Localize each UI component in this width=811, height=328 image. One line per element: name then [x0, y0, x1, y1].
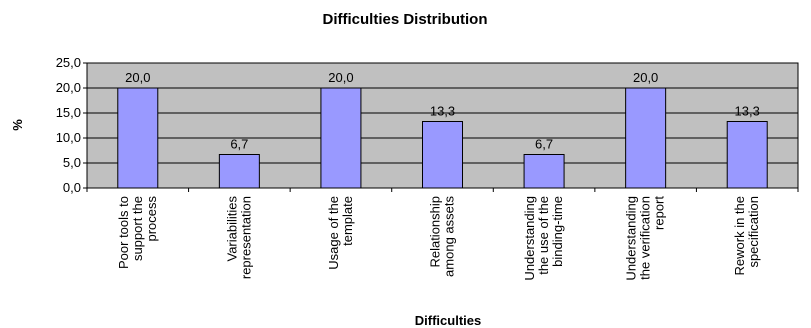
bar: [320, 87, 362, 189]
category-label: Understanding the use of the binding-time: [522, 196, 565, 281]
category-label: Rework in the specification: [732, 196, 761, 275]
category-label-line: Usage of the: [326, 196, 341, 270]
category-label-line: Variabilities: [224, 196, 239, 262]
category-label-line: Understanding: [522, 196, 537, 281]
category-label: Understanding the verification report: [624, 196, 667, 281]
bar: [726, 121, 768, 189]
category-label-line: support the: [130, 196, 145, 261]
y-tick-label: 5,0: [63, 155, 81, 170]
y-axis-title: %: [10, 119, 25, 131]
bar: [218, 154, 260, 189]
bar-value-label: 20,0: [633, 70, 658, 85]
chart-title: Difficulties Distribution: [323, 11, 488, 28]
category-label-line: Understanding: [624, 196, 639, 281]
bar: [117, 87, 159, 189]
category-label-line: template: [340, 196, 355, 246]
category-label-line: Poor tools to: [116, 196, 131, 269]
bar: [523, 154, 565, 189]
bar-value-label: 6,7: [535, 137, 553, 152]
y-tick-label: 25,0: [56, 55, 81, 70]
category-label: Relationship among assets: [428, 196, 457, 277]
category-label-line: Relationship: [428, 196, 443, 268]
category-label-line: the use of the: [536, 196, 551, 275]
category-label-line: among assets: [442, 196, 457, 277]
x-axis-title: Difficulties: [415, 313, 481, 328]
category-label-line: report: [652, 196, 667, 230]
bars: 20,0 6,7 20,0 13,3 6,7 20,0 13,3: [117, 70, 768, 189]
y-tick-label: 10,0: [56, 130, 81, 145]
y-tick-label: 20,0: [56, 80, 81, 95]
category-label-line: representation: [238, 196, 253, 279]
bar: [625, 87, 667, 189]
y-axis-ticks: 0,0 5,0 10,0 15,0 20,0 25,0: [56, 55, 87, 195]
bar-value-label: 6,7: [230, 137, 248, 152]
bar: [422, 121, 463, 189]
category-label-line: specification: [746, 196, 761, 268]
y-tick-label: 0,0: [63, 180, 81, 195]
bar-value-label: 20,0: [125, 70, 150, 85]
category-label-line: binding-time: [550, 196, 565, 267]
bar-value-label: 13,3: [735, 104, 760, 119]
category-label-line: Rework in the: [732, 196, 747, 275]
x-axis-categories: Poor tools to support the process Variabili…: [86, 188, 799, 281]
category-label: Usage of the template: [326, 196, 355, 270]
bar-value-label: 20,0: [328, 70, 353, 85]
bar-value-label: 13,3: [430, 104, 455, 119]
category-label-line: process: [144, 196, 159, 242]
y-tick-label: 15,0: [56, 105, 81, 120]
category-label-line: the verification: [638, 196, 653, 280]
category-label: Variabilities representation: [224, 196, 253, 280]
category-label: Poor tools to support the process: [116, 196, 159, 269]
